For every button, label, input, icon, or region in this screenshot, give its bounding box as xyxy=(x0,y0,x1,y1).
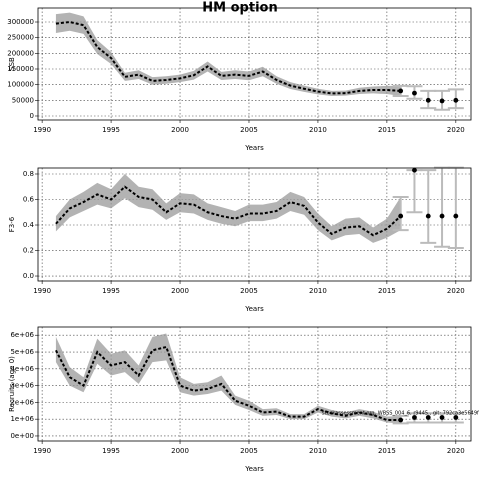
x-tick-label: 1995 xyxy=(102,287,120,295)
y-axis-label: Recruits (age 0) xyxy=(8,356,16,412)
estimate-line xyxy=(55,20,401,95)
x-tick-label: 1990 xyxy=(33,126,51,134)
y-tick-label: 2e+06 xyxy=(10,398,34,406)
x-tick-label: 1995 xyxy=(102,126,120,134)
x-tick-label: 2020 xyxy=(447,126,465,134)
y-tick-label: 200000 xyxy=(7,49,34,57)
projection-point xyxy=(425,97,431,103)
y-tick-label: 150000 xyxy=(7,65,34,73)
x-axis-label: Years xyxy=(244,144,264,152)
projection-point xyxy=(398,213,404,219)
y-axis-label: SSB xyxy=(8,57,16,71)
plot-frame xyxy=(37,7,472,121)
x-tick-label: 2010 xyxy=(309,447,327,455)
y-tick-label: 0.4 xyxy=(23,221,35,229)
projection-point xyxy=(425,213,431,219)
projection-point xyxy=(412,167,417,173)
y-tick-label: 6e+06 xyxy=(10,331,34,339)
x-tick-label: 2020 xyxy=(447,447,465,455)
confidence-band xyxy=(55,173,401,243)
y-tick-label: 4e+06 xyxy=(10,365,34,373)
x-axis-label: Years xyxy=(244,465,264,473)
x-tick-label: 1990 xyxy=(33,447,51,455)
x-tick-label: 2015 xyxy=(378,126,396,134)
y-tick-label: 5e+06 xyxy=(10,348,34,356)
x-tick-label: 1995 xyxy=(102,447,120,455)
y-axis-label: F3-6 xyxy=(8,216,16,232)
y-tick-label: 100000 xyxy=(7,81,34,89)
y-tick-label: 0.8 xyxy=(23,170,34,178)
x-tick-label: 2015 xyxy=(378,287,396,295)
x-tick-label: 2000 xyxy=(171,447,189,455)
y-tick-label: 3e+06 xyxy=(10,382,34,390)
y-tick-label: 0e+00 xyxy=(10,432,34,440)
projection-point xyxy=(412,415,417,420)
projection-point xyxy=(453,213,459,219)
y-tick-label: 0.2 xyxy=(23,247,34,255)
x-tick-label: 2000 xyxy=(171,126,189,134)
y-tick-label: 0 xyxy=(30,112,34,120)
y-tick-label: 1e+06 xyxy=(10,415,34,423)
projection-point xyxy=(425,415,431,420)
projection-point xyxy=(398,417,404,423)
estimate-line xyxy=(55,185,402,237)
x-axis-label: Years xyxy=(244,305,264,313)
x-tick-label: 2005 xyxy=(240,126,258,134)
projection-point xyxy=(412,90,417,96)
projection-point xyxy=(439,213,445,219)
projection-point xyxy=(453,97,459,103)
x-tick-label: 2005 xyxy=(240,287,258,295)
plot-frame xyxy=(37,167,472,282)
x-tick-label: 1990 xyxy=(33,287,51,295)
x-tick-label: 2010 xyxy=(309,287,327,295)
x-tick-label: 2020 xyxy=(447,287,465,295)
projection-point xyxy=(439,98,445,104)
y-tick-label: 50000 xyxy=(12,96,34,104)
y-tick-label: 300000 xyxy=(7,18,34,26)
projection-point xyxy=(439,415,445,420)
x-tick-label: 2005 xyxy=(240,447,258,455)
x-tick-label: 2000 xyxy=(171,287,189,295)
x-tick-label: 2010 xyxy=(309,126,327,134)
y-tick-label: 250000 xyxy=(7,34,34,42)
plot-frame xyxy=(37,326,472,442)
projection-point xyxy=(398,88,404,94)
y-tick-label: 0.0 xyxy=(23,272,34,280)
annotation: stockassessment.org, WBSS_004_6, r9445 ,… xyxy=(322,411,479,417)
x-tick-label: 2015 xyxy=(378,447,396,455)
y-tick-label: 0.6 xyxy=(23,196,35,204)
projection-point xyxy=(453,415,459,420)
